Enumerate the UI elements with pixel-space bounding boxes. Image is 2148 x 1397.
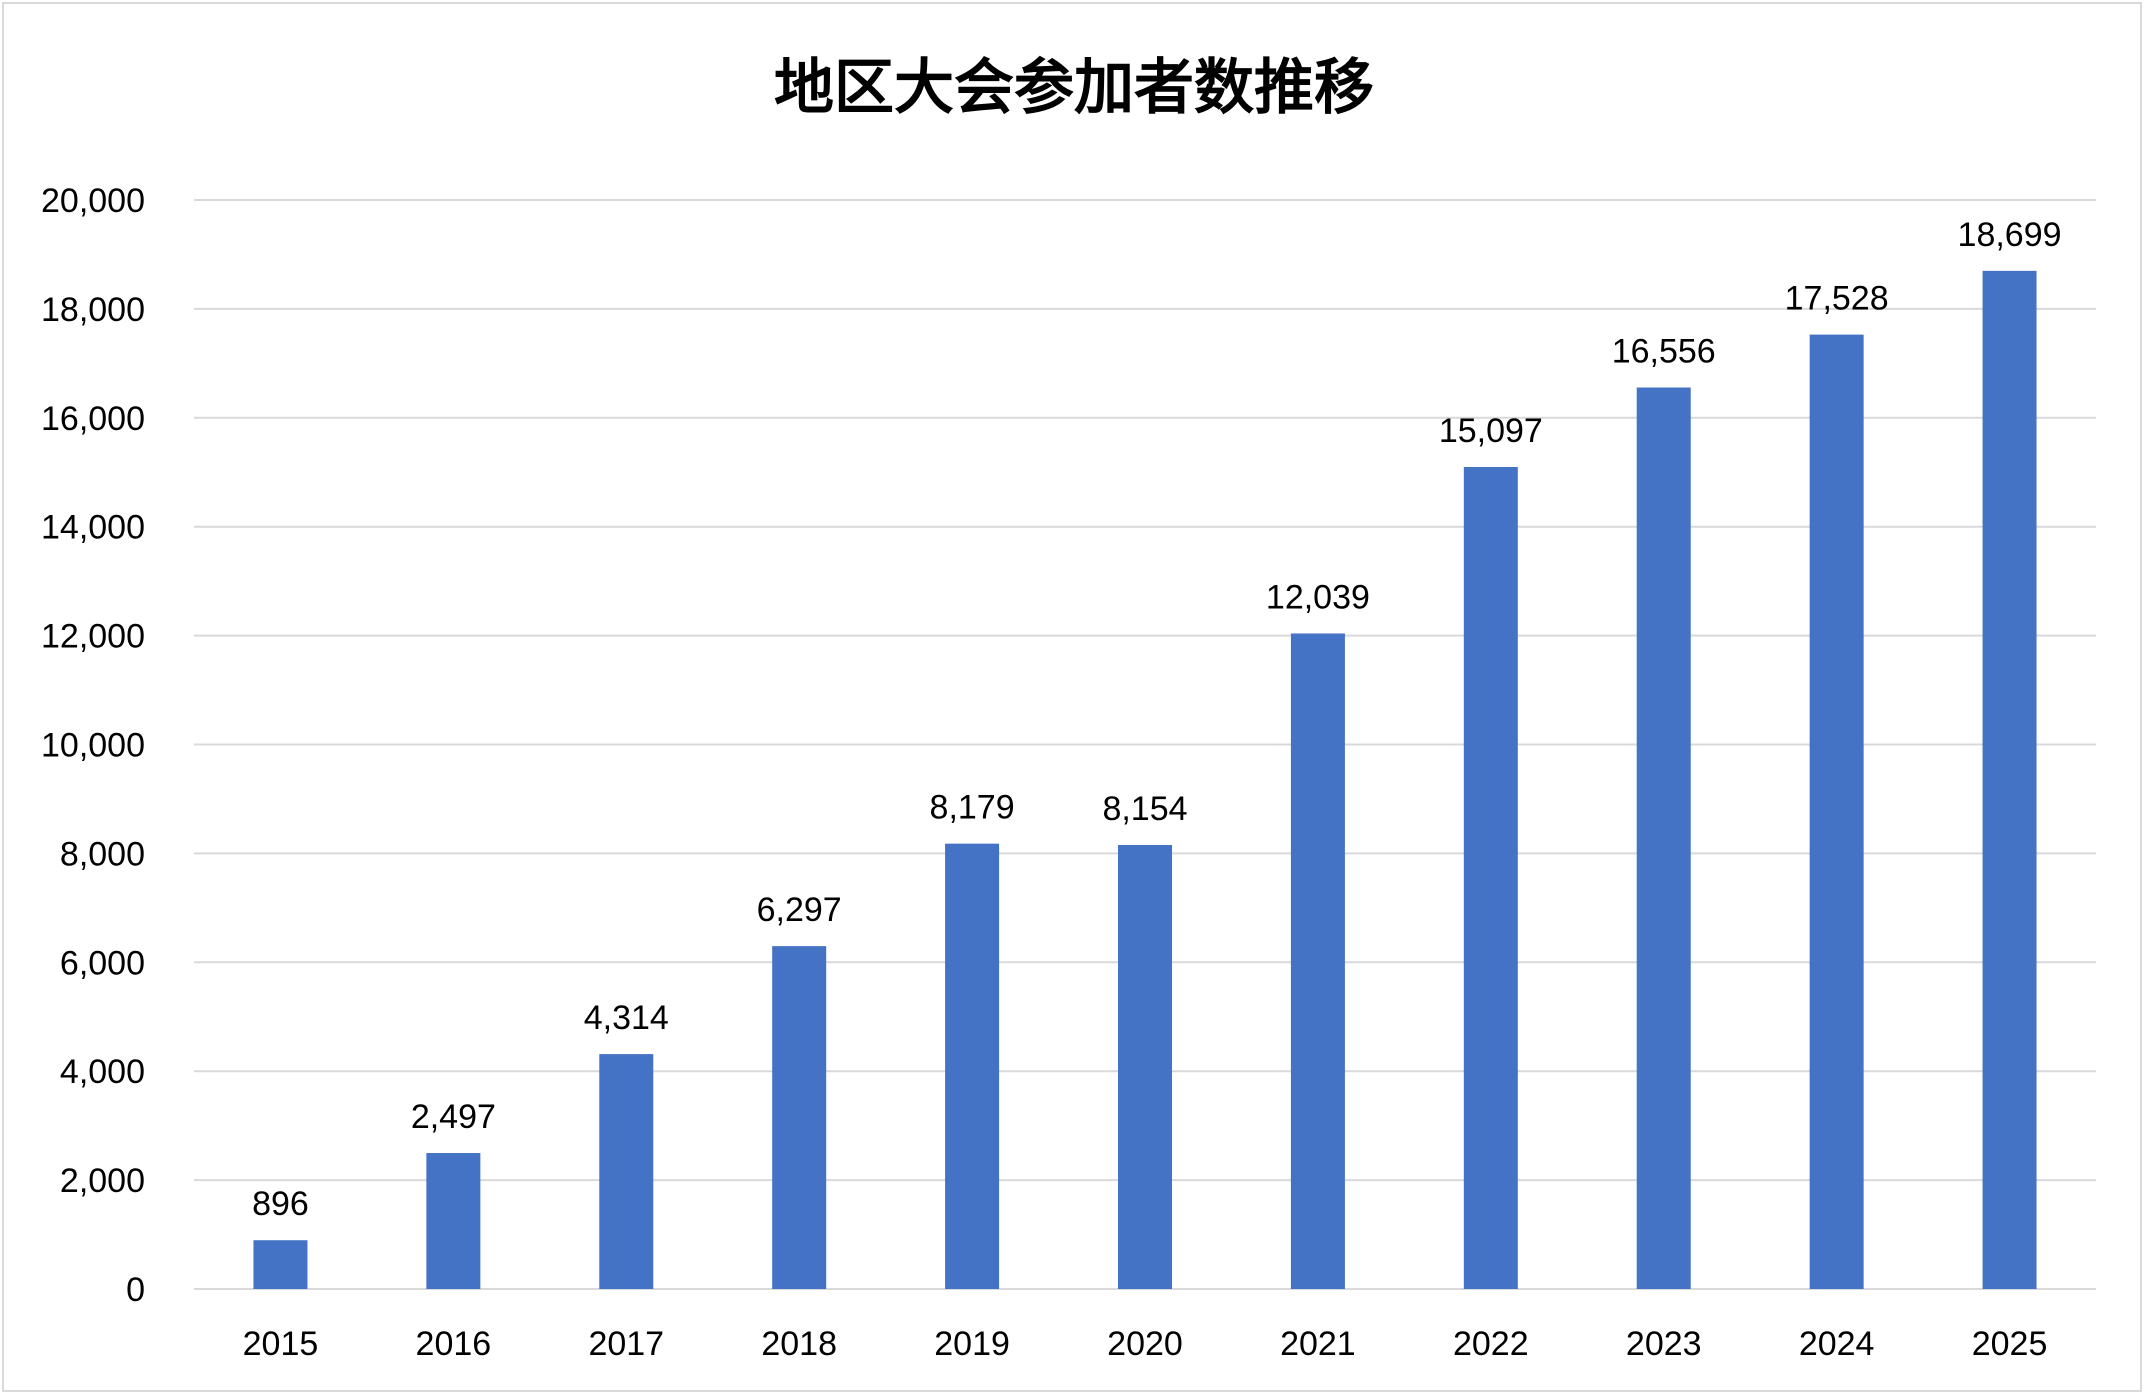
data-label: 16,556 [1612, 333, 1716, 371]
x-tick-label: 2017 [588, 1325, 664, 1363]
data-label: 8,154 [1102, 790, 1187, 828]
x-tick-label: 2022 [1453, 1325, 1529, 1363]
data-label: 17,528 [1785, 280, 1889, 318]
x-tick-label: 2023 [1626, 1325, 1702, 1363]
y-tick-label: 20,000 [41, 182, 145, 220]
data-label: 2,497 [411, 1098, 496, 1136]
y-tick-label: 16,000 [41, 400, 145, 438]
data-label: 12,039 [1266, 578, 1370, 616]
x-tick-label: 2021 [1280, 1325, 1356, 1363]
x-tick-label: 2016 [416, 1325, 492, 1363]
bar [1982, 270, 2037, 1289]
x-tick-label: 2025 [1972, 1325, 2048, 1363]
y-tick-label: 4,000 [60, 1053, 145, 1091]
data-label: 6,297 [757, 891, 842, 929]
x-tick-label: 2020 [1107, 1325, 1183, 1363]
y-axis-ticks: 0 2,000 4,000 6,000 8,000 10,000 12,000 14,000 1… [41, 182, 145, 1309]
data-labels: 896 2,497 4,314 6,297 8,179 8,154 12,039 15,097… [252, 216, 2061, 1223]
bar [426, 1153, 481, 1289]
bar [1290, 633, 1345, 1289]
x-axis-ticks: 2015 2016 2017 2018 2019 2020 2021 2022 2023 2024… [243, 1325, 2048, 1363]
data-label: 4,314 [584, 999, 669, 1037]
y-tick-label: 12,000 [41, 618, 145, 656]
data-label: 15,097 [1439, 412, 1543, 450]
y-tick-label: 6,000 [60, 944, 145, 982]
bar [253, 1240, 308, 1289]
data-label: 896 [252, 1185, 309, 1223]
x-tick-label: 2015 [243, 1325, 319, 1363]
bar [1463, 466, 1518, 1289]
bar [945, 843, 1000, 1289]
gridlines [194, 199, 2096, 1290]
bar [1118, 845, 1172, 1289]
x-tick-label: 2019 [934, 1325, 1010, 1363]
bar [1636, 387, 1691, 1290]
bar [599, 1054, 654, 1289]
bars [253, 270, 2037, 1290]
chart-title: 地区大会参加者数推移 [774, 53, 1374, 123]
bar [772, 946, 827, 1289]
bar [1809, 334, 1864, 1289]
y-tick-label: 18,000 [41, 291, 145, 329]
y-tick-label: 14,000 [41, 509, 145, 547]
y-tick-label: 10,000 [41, 727, 145, 765]
y-tick-label: 2,000 [60, 1162, 145, 1200]
data-label: 18,699 [1958, 216, 2062, 254]
x-tick-label: 2018 [761, 1325, 837, 1363]
y-tick-label: 0 [126, 1271, 145, 1309]
data-label: 8,179 [930, 789, 1015, 827]
y-tick-label: 8,000 [60, 835, 145, 873]
x-tick-label: 2024 [1799, 1325, 1875, 1363]
